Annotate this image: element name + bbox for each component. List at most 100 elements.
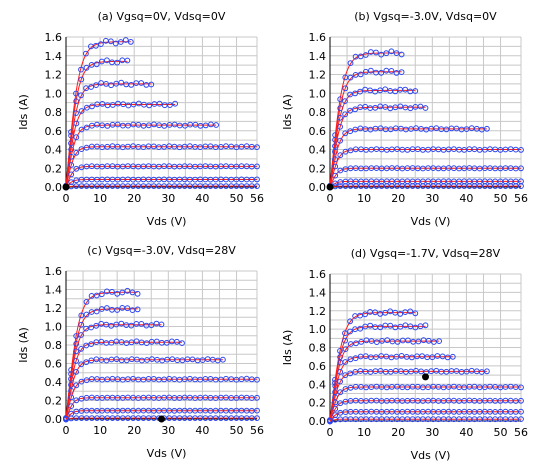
measured-point	[119, 289, 126, 296]
x-tick-label: 56	[250, 192, 264, 205]
measured-point	[204, 356, 211, 363]
x-tick-label: 20	[391, 192, 405, 205]
measured-point	[342, 346, 349, 353]
measured-point	[362, 311, 369, 318]
x-axis-label: Vds (V)	[411, 449, 451, 462]
y-tick-label: 1.4	[309, 50, 327, 63]
measured-point	[384, 337, 391, 344]
measured-point	[412, 310, 419, 317]
x-axis-label: Vds (V)	[411, 215, 451, 228]
y-tick-label: 1.2	[309, 305, 327, 318]
measured-point	[143, 322, 150, 329]
measured-point	[367, 309, 374, 315]
measured-point	[392, 125, 399, 132]
measured-point	[73, 134, 80, 141]
measured-point	[387, 308, 394, 315]
measured-point	[337, 348, 343, 354]
measured-point	[342, 111, 349, 118]
measured-point	[347, 318, 354, 325]
y-tick-label: 0.2	[45, 162, 63, 175]
measured-point	[73, 149, 80, 156]
measured-point	[78, 321, 85, 328]
measured-point	[332, 180, 339, 187]
measured-point	[83, 124, 90, 131]
measured-point	[68, 179, 75, 186]
measured-point	[383, 67, 390, 74]
measured-point	[68, 403, 75, 410]
measured-point	[368, 338, 375, 344]
x-tick-label: 50	[230, 424, 244, 437]
measured-point	[367, 126, 374, 133]
measured-point	[124, 287, 131, 294]
x-tick-label: 50	[494, 192, 508, 205]
measured-point	[254, 407, 260, 414]
x-tick-label: 0	[63, 192, 70, 205]
measured-point	[372, 88, 379, 95]
measured-point	[347, 107, 354, 114]
series-4	[63, 100, 179, 190]
measured-point	[169, 338, 175, 345]
measured-point	[377, 125, 384, 132]
measured-point	[254, 176, 260, 183]
measured-point	[104, 305, 110, 311]
measured-point	[140, 144, 147, 151]
y-tick-label: 1.0	[45, 321, 63, 334]
measured-point	[93, 292, 100, 299]
x-axis-label: Vds (V)	[147, 215, 187, 228]
x-tick-label: 50	[494, 426, 508, 439]
series-1	[63, 37, 134, 190]
measured-point	[153, 338, 160, 345]
measured-point	[163, 339, 170, 346]
measured-point	[114, 121, 121, 128]
measured-point	[83, 50, 89, 57]
measured-point	[342, 148, 349, 155]
y-tick-label: 0.8	[45, 339, 63, 352]
y-tick-label: 0.4	[309, 378, 327, 391]
y-tick-label: 0.0	[309, 415, 327, 428]
measured-point	[518, 384, 524, 391]
measured-point	[352, 90, 359, 97]
measured-point	[119, 144, 126, 151]
measured-point	[398, 353, 405, 359]
y-tick-label: 0.2	[45, 395, 63, 408]
measured-point	[388, 354, 395, 361]
model-curve	[65, 83, 152, 188]
series-7	[327, 165, 524, 191]
x-tick-label: 0	[327, 426, 334, 439]
measured-point	[518, 147, 524, 153]
measured-point	[78, 312, 85, 319]
measured-point	[83, 144, 90, 151]
y-tick-label: 1.0	[309, 323, 327, 336]
measured-point	[140, 122, 147, 129]
measured-point	[78, 76, 85, 83]
measured-point	[73, 165, 80, 172]
measured-point	[182, 122, 188, 129]
model-curve	[65, 308, 138, 420]
measured-point	[194, 357, 201, 364]
measured-point	[382, 309, 389, 316]
measured-point	[68, 382, 74, 388]
model-curve	[329, 386, 521, 422]
measured-point	[412, 88, 419, 94]
series-3	[327, 337, 443, 424]
chart-title: (c) Vgsq=-3.0V, Vdsq=28V	[87, 244, 236, 257]
measured-point	[337, 114, 343, 121]
chart-title: (a) Vgsq=0V, Vdsq=0V	[98, 10, 226, 23]
measured-point	[413, 367, 419, 374]
measured-point	[130, 101, 137, 108]
measured-point	[179, 340, 185, 347]
measured-point	[78, 126, 85, 133]
measured-point	[423, 126, 430, 133]
measured-point	[378, 51, 385, 58]
measured-point	[158, 339, 165, 346]
measured-point	[98, 41, 104, 47]
measured-point	[254, 394, 260, 401]
measured-point	[78, 361, 85, 368]
measured-point	[119, 57, 126, 64]
measured-point	[98, 320, 105, 327]
measured-point	[388, 68, 395, 74]
measured-point	[167, 102, 173, 108]
measured-point	[342, 337, 349, 344]
measured-point	[135, 100, 142, 107]
model-curve	[329, 128, 487, 188]
